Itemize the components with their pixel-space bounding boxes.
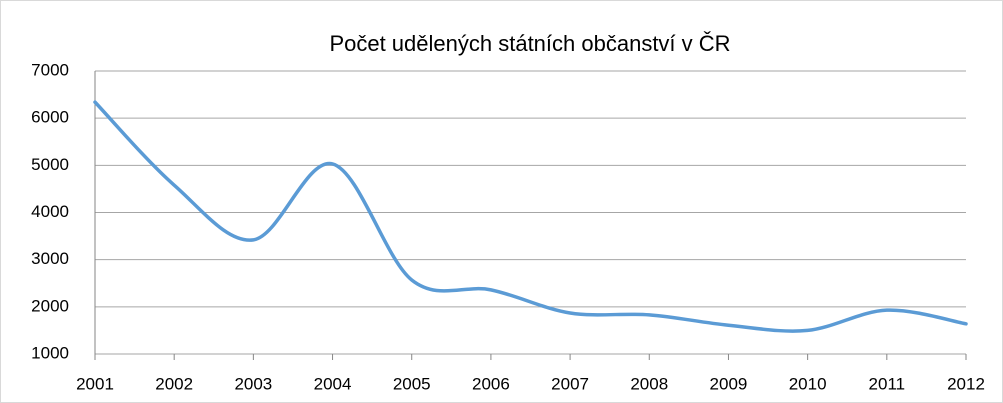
x-tick-label: 2011 (869, 374, 906, 393)
y-tick-label: 4000 (31, 202, 69, 221)
y-tick-label: 7000 (31, 60, 69, 79)
y-tick-label: 5000 (31, 155, 69, 174)
x-tick-label: 2008 (630, 374, 668, 393)
x-tick-label: 2010 (789, 374, 827, 393)
y-tick-label: 2000 (31, 296, 69, 315)
x-tick-label: 2009 (710, 374, 748, 393)
y-tick-label: 6000 (31, 108, 69, 127)
y-tick-label: 1000 (31, 343, 69, 362)
x-tick-label: 2004 (314, 374, 352, 393)
x-tick-label: 2002 (155, 374, 193, 393)
y-tick-label: 3000 (31, 249, 69, 268)
x-tick-label: 2006 (472, 374, 510, 393)
x-tick-label: 2012 (947, 374, 985, 393)
data-line (93, 100, 968, 333)
x-tick-label: 2005 (393, 374, 431, 393)
x-tick-label: 2001 (76, 374, 114, 393)
x-tick-label: 2003 (234, 374, 272, 393)
x-tick-label: 2007 (551, 374, 589, 393)
chart-title: Počet udělených státních občanství v ČR (329, 31, 730, 56)
